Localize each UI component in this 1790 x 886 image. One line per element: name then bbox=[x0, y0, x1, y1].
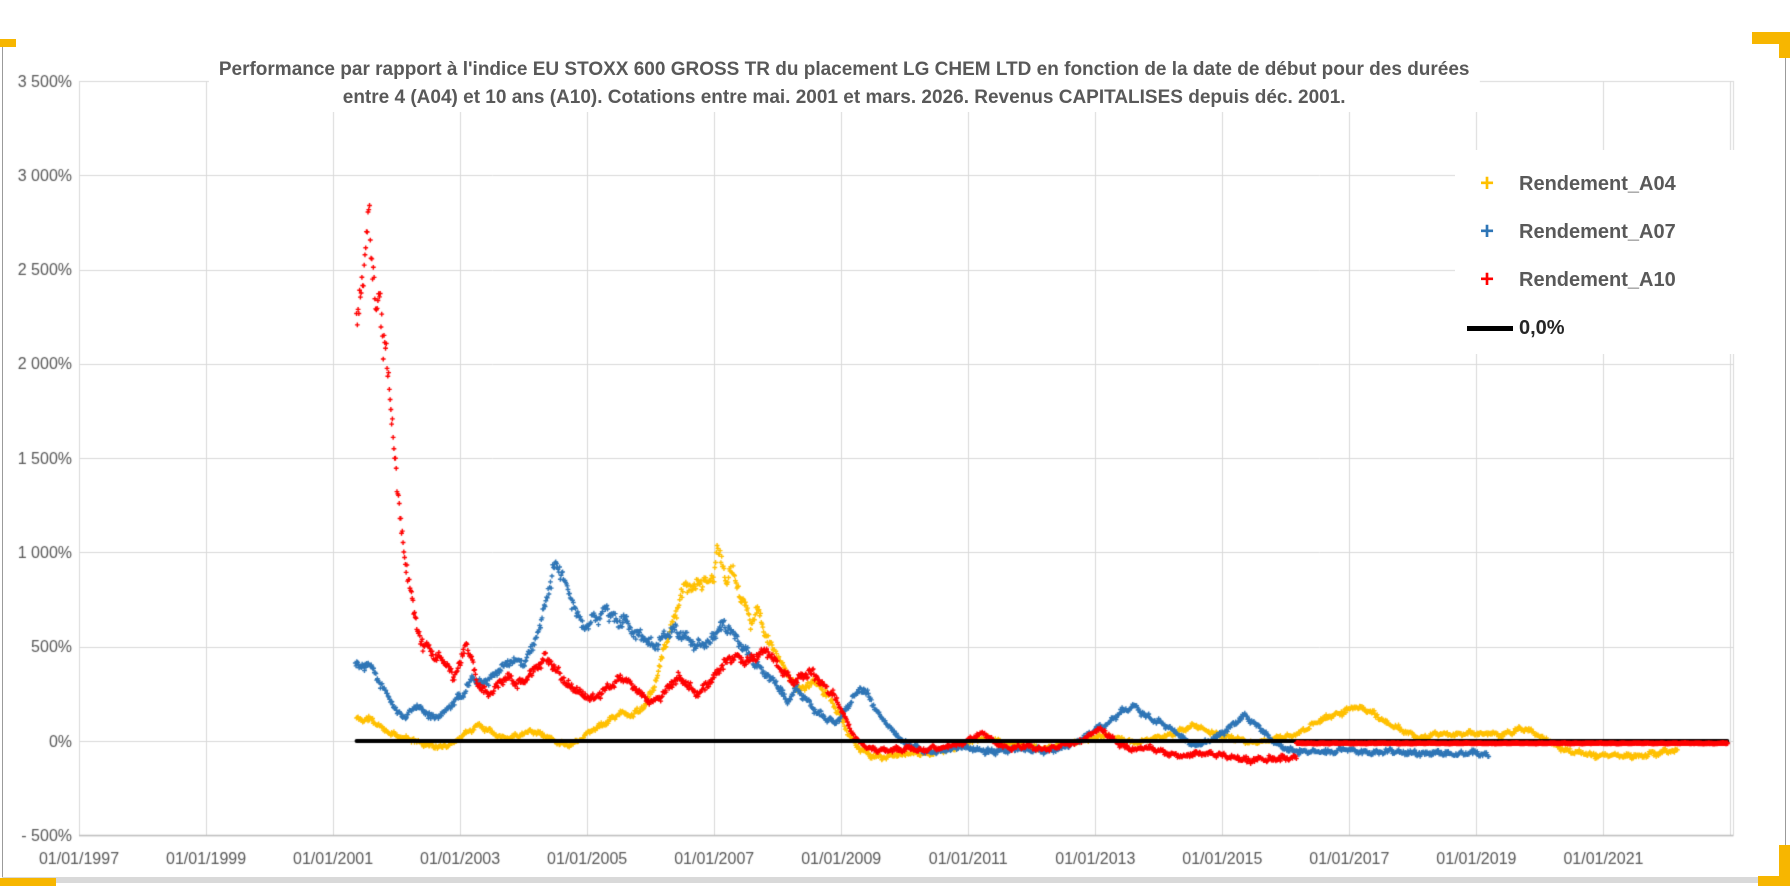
gold-corner-top-right bbox=[1779, 32, 1790, 58]
gold-corner-bottom-left bbox=[0, 878, 56, 886]
bottom-gray-strip bbox=[2, 877, 1786, 883]
chart-title-line1: Performance par rapport à l'indice EU ST… bbox=[218, 59, 1470, 80]
chart-title-line2: entre 4 (A04) et 10 ans (A10). Cotations… bbox=[342, 87, 1346, 108]
chart-right-border bbox=[1785, 32, 1786, 877]
zero-line-marker-icon bbox=[1467, 325, 1513, 331]
plus-marker-icon: + bbox=[1479, 170, 1494, 197]
chart-legend: + Rendement_A04 + Rendement_A07 + Rendem… bbox=[1455, 150, 1755, 354]
legend-label: Rendement_A10 bbox=[1519, 268, 1676, 291]
legend-label: Rendement_A04 bbox=[1519, 172, 1676, 195]
legend-entry-rendement-a04: + Rendement_A04 bbox=[1455, 160, 1755, 208]
legend-entry-rendement-a10: + Rendement_A10 bbox=[1455, 256, 1755, 304]
plus-marker-icon: + bbox=[1479, 218, 1494, 245]
chart-title: Performance par rapport à l'indice EU ST… bbox=[208, 56, 1480, 112]
legend-entry-rendement-a07: + Rendement_A07 bbox=[1455, 208, 1755, 256]
chart-left-border bbox=[2, 44, 3, 877]
plus-marker-icon: + bbox=[1479, 266, 1494, 293]
gold-corner-bottom-right bbox=[1779, 845, 1790, 886]
gold-corner-top-left bbox=[0, 39, 16, 47]
legend-entry-zero-line: 0,0% bbox=[1455, 304, 1755, 352]
legend-label: Rendement_A07 bbox=[1519, 220, 1676, 243]
gold-corner-bottom-right bbox=[1758, 876, 1790, 886]
legend-label: 0,0% bbox=[1519, 316, 1565, 339]
